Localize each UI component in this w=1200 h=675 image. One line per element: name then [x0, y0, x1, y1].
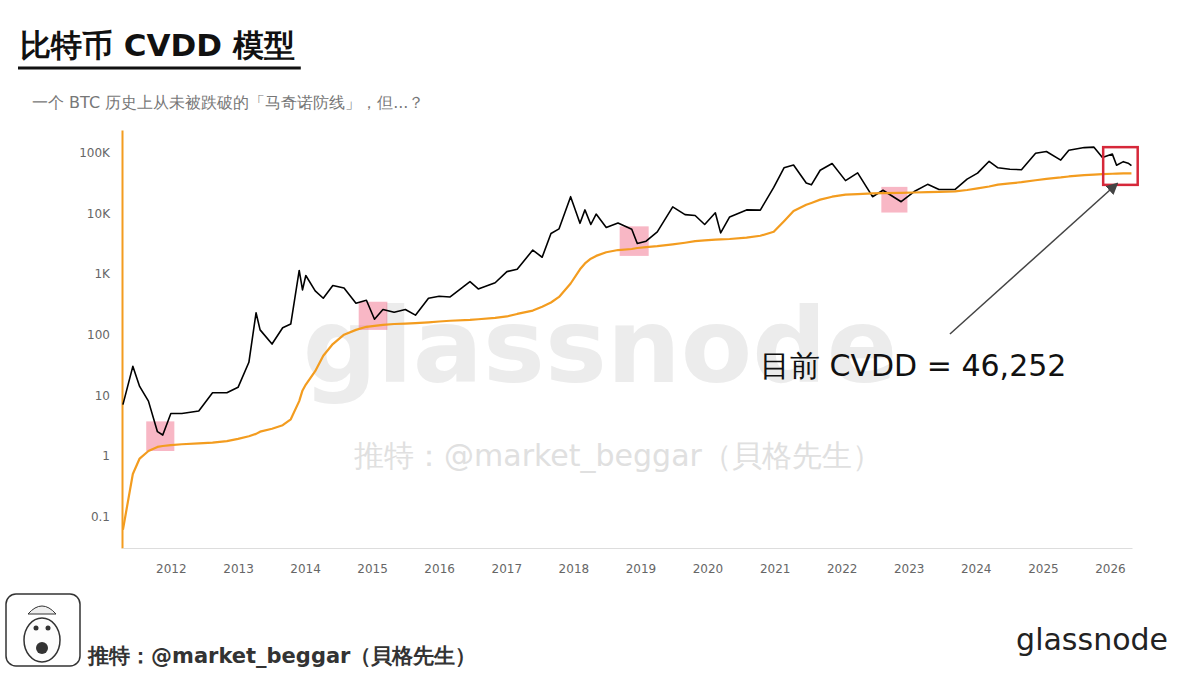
current-box: [1103, 147, 1138, 185]
series-line: [123, 173, 1132, 529]
y-tick: 100: [87, 328, 122, 342]
y-tick: 10K: [87, 207, 122, 221]
avatar-eye: [46, 626, 51, 631]
title: 比特币 CVDD 模型: [20, 27, 295, 63]
y-tick: 1K: [94, 267, 122, 281]
y-tick-label: 100: [87, 328, 110, 342]
x-tick: 2015: [357, 548, 388, 576]
y-tick-label: 1: [102, 449, 110, 463]
x-tick-label: 2018: [559, 562, 590, 576]
watermark-credit: 推特：@market_beggar（貝格先生）: [354, 438, 882, 473]
x-tick: 2024: [961, 548, 992, 576]
avatar-body: [24, 618, 60, 662]
x-tick-label: 2021: [760, 562, 791, 576]
x-tick: 2021: [760, 548, 791, 576]
subtitle: 一个 BTC 历史上从未被跌破的「马奇诺防线」，但...？: [32, 93, 424, 112]
x-tick-label: 2024: [961, 562, 992, 576]
y-axis-line: [122, 131, 124, 549]
x-tick: 2014: [290, 548, 321, 576]
x-tick-label: 2020: [693, 562, 724, 576]
x-tick-label: 2017: [492, 562, 523, 576]
y-tick-label: 10K: [87, 207, 111, 221]
x-tick: 2023: [894, 548, 925, 576]
chart-canvas: 比特币 CVDD 模型一个 BTC 历史上从未被跌破的「马奇诺防线」，但...？…: [0, 0, 1200, 675]
highlight-layer: [146, 187, 907, 451]
avatar-frame: [6, 594, 80, 666]
x-tick-label: 2023: [894, 562, 925, 576]
x-tick-label: 2022: [827, 562, 858, 576]
series-line: [123, 147, 1132, 435]
x-tick: 2018: [559, 548, 590, 576]
y-tick: 100K: [79, 146, 122, 160]
avatar-eye: [34, 626, 39, 631]
x-tick-label: 2013: [223, 562, 254, 576]
x-tick-label: 2012: [156, 562, 187, 576]
x-tick: 2025: [1028, 548, 1059, 576]
y-tick-label: 100K: [79, 146, 111, 160]
y-axis: 0.1 1 10 100 1K 10K 100K: [79, 131, 122, 549]
x-tick-label: 2019: [626, 562, 657, 576]
avatar-badge: [36, 642, 48, 654]
x-tick-label: 2025: [1028, 562, 1059, 576]
x-tick: 2016: [424, 548, 455, 576]
footer-credit: 推特：@market_beggar（貝格先生）: [87, 644, 476, 668]
y-tick-label: 1K: [94, 267, 111, 281]
footer-logo: glassnode: [1016, 622, 1168, 657]
x-axis-line: [123, 548, 1133, 549]
x-tick-label: 2015: [357, 562, 388, 576]
x-tick-label: 2026: [1095, 562, 1126, 576]
plot-area: [123, 147, 1132, 530]
x-tick-label: 2016: [424, 562, 455, 576]
y-tick: 1: [102, 449, 122, 463]
x-tick: 2022: [827, 548, 858, 576]
x-tick: 2020: [693, 548, 724, 576]
x-tick: 2013: [223, 548, 254, 576]
annotation-arrow: [950, 183, 1117, 334]
x-axis: 2012 2013 2014 2015 2016 2017 2018 2019 2020 2021…: [123, 548, 1133, 576]
y-tick: 0.1: [91, 510, 122, 524]
y-tick-label: 0.1: [91, 510, 110, 524]
avatar-hat: [28, 606, 56, 614]
annotation: 目前 CVDD = 46,252: [760, 348, 1066, 383]
x-tick: 2017: [492, 548, 523, 576]
avatar-icon: [6, 594, 80, 666]
y-tick: 10: [95, 389, 122, 403]
x-tick-label: 2014: [290, 562, 321, 576]
x-tick: 2012: [156, 548, 187, 576]
x-tick: 2026: [1095, 548, 1126, 576]
title-underline: [18, 67, 301, 70]
x-tick: 2019: [626, 548, 657, 576]
watermark-logo: glassnode: [303, 285, 898, 407]
y-tick-label: 10: [95, 389, 110, 403]
